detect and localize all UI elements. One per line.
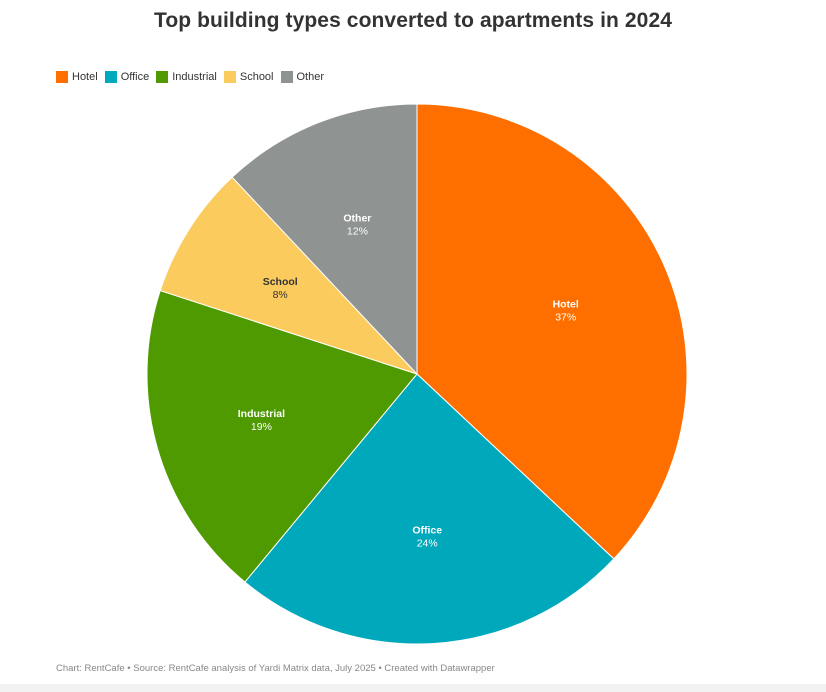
legend-item-school: School — [223, 71, 274, 83]
legend-label-industrial: Industrial — [172, 71, 217, 83]
pie-slice-office — [244, 373, 615, 645]
bottom-band — [0, 684, 826, 692]
pie-slice-other — [231, 103, 418, 376]
chart-title: Top building types converted to apartmen… — [153, 9, 673, 32]
legend-item-hotel: Hotel — [56, 71, 98, 83]
legend-label-school: School — [239, 71, 274, 83]
legend-label-other: Other — [296, 71, 325, 83]
legend-swatch-office — [104, 71, 117, 83]
legend-label-hotel: Hotel — [72, 71, 98, 83]
pie-slice-school — [159, 176, 418, 375]
slice-value-other: 12% — [347, 225, 368, 237]
legend-label-office: Office — [120, 71, 150, 83]
slice-value-office: 24% — [417, 538, 438, 550]
legend-item-industrial: Industrial — [156, 71, 217, 83]
slice-label-school: School — [263, 276, 298, 288]
slice-label-other: Other — [343, 212, 371, 224]
legend-swatch-school — [223, 71, 236, 83]
slice-label-hotel: Hotel — [553, 299, 579, 311]
legend-item-office: Office — [104, 71, 150, 83]
legend-swatch-hotel — [56, 71, 68, 83]
pie-slice-hotel — [416, 103, 688, 560]
slice-value-hotel: 37% — [555, 312, 576, 324]
legend: Hotel Office Industrial School Other — [56, 71, 331, 83]
legend-item-other: Other — [280, 71, 325, 83]
legend-swatch-other — [280, 71, 293, 83]
slice-label-office: Office — [412, 525, 442, 537]
pie-slice-industrial — [146, 289, 418, 583]
chart-footer: Chart: RentCafe • Source: RentCafe analy… — [56, 663, 495, 674]
legend-swatch-industrial — [156, 71, 169, 83]
slice-value-industrial: 19% — [251, 421, 272, 433]
slice-label-industrial: Industrial — [238, 408, 285, 420]
slice-value-school: 8% — [273, 289, 288, 301]
